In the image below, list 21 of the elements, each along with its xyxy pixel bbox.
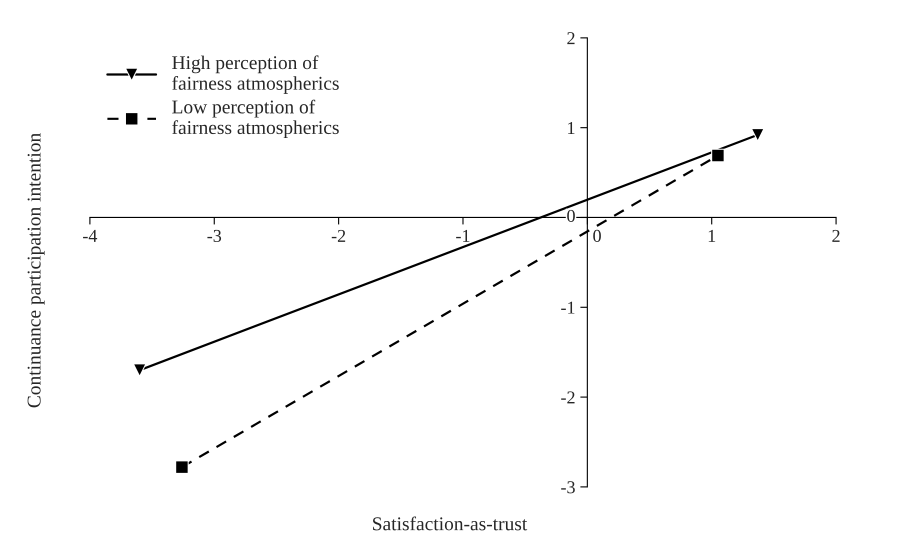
point bbox=[175, 460, 189, 474]
x-tick-label: -2 bbox=[332, 230, 346, 242]
y-tick-label: -2 bbox=[561, 391, 575, 404]
legend-label: High perception of fairness atmospherics bbox=[172, 55, 339, 94]
x-tick-label: 2 bbox=[832, 230, 840, 242]
y-axis-title: Continuance participation intention bbox=[28, 133, 45, 408]
x-tick-label: 1 bbox=[708, 230, 716, 242]
point bbox=[711, 148, 725, 162]
y-tick-label: 0 bbox=[567, 210, 575, 222]
y-tick-label: 1 bbox=[568, 122, 574, 134]
x-tick-label: -4 bbox=[83, 230, 98, 242]
x-tick-label: 0 bbox=[593, 230, 601, 242]
point bbox=[750, 128, 764, 142]
y-tick-label: 2 bbox=[567, 32, 575, 44]
x-tick-label: -3 bbox=[207, 230, 222, 242]
y-tick-label: -3 bbox=[561, 481, 575, 494]
x-tick-label: -1 bbox=[456, 230, 470, 242]
x-axis-title: Satisfaction-as-trust bbox=[373, 516, 528, 530]
y-tick-label: -1 bbox=[561, 302, 574, 314]
legend-label: Low perception of fairness atmospherics bbox=[172, 100, 339, 138]
point bbox=[132, 363, 146, 377]
